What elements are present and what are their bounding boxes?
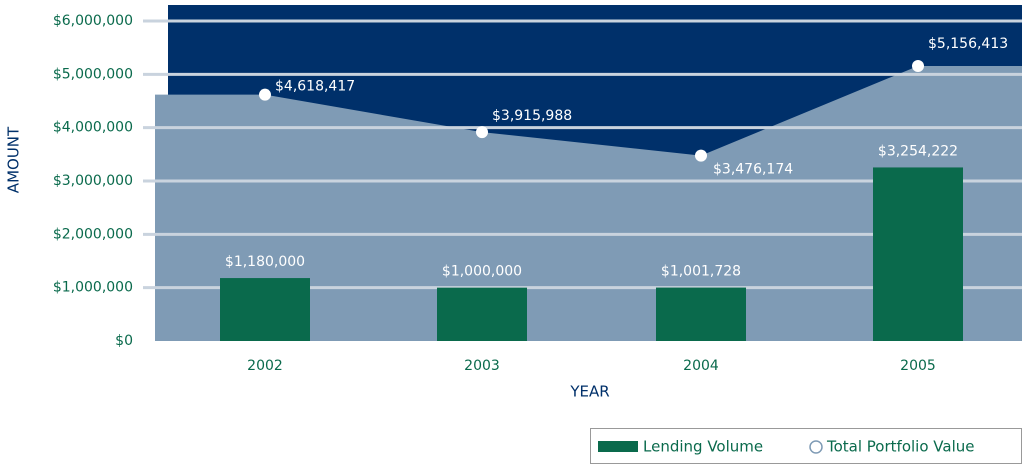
- x-tick-label: 2003: [464, 358, 500, 374]
- y-tick-label: $5,000,000: [53, 66, 133, 82]
- point-value-label: $3,915,988: [492, 108, 572, 124]
- bar-value-label: $1,001,728: [661, 264, 741, 280]
- point-value-label: $5,156,413: [928, 36, 1008, 52]
- x-axis-label: YEAR: [569, 383, 609, 401]
- bar: [437, 287, 527, 341]
- x-tick-label: 2004: [683, 358, 719, 374]
- point-value-label: $4,618,417: [275, 79, 355, 95]
- point: [476, 126, 488, 139]
- y-tick-label: $4,000,000: [53, 120, 133, 136]
- bar: [220, 278, 310, 341]
- bar: [873, 167, 963, 341]
- legend-swatch: [809, 440, 823, 454]
- point-value-label: $3,476,174: [713, 162, 793, 178]
- legend-label: Lending Volume: [643, 438, 763, 456]
- bar-value-label: $3,254,222: [878, 143, 958, 159]
- x-tick-label: 2002: [247, 358, 283, 374]
- y-tick-label: $6,000,000: [53, 13, 133, 29]
- y-axis-label: AMOUNT: [5, 126, 23, 193]
- bar-value-label: $1,000,000: [442, 264, 522, 280]
- bar: [656, 287, 746, 341]
- point: [912, 59, 924, 72]
- bar-value-label: $1,180,000: [225, 254, 305, 270]
- y-tick-label: $0: [115, 333, 133, 349]
- legend-label: Total Portfolio Value: [826, 438, 974, 456]
- point: [259, 88, 271, 101]
- y-tick-label: $1,000,000: [53, 280, 133, 296]
- legend-swatch: [598, 441, 638, 452]
- point: [695, 149, 707, 162]
- area: [155, 65, 1022, 342]
- y-tick-label: $3,000,000: [53, 173, 133, 189]
- x-tick-label: 2005: [900, 358, 936, 374]
- y-tick-label: $2,000,000: [53, 226, 133, 242]
